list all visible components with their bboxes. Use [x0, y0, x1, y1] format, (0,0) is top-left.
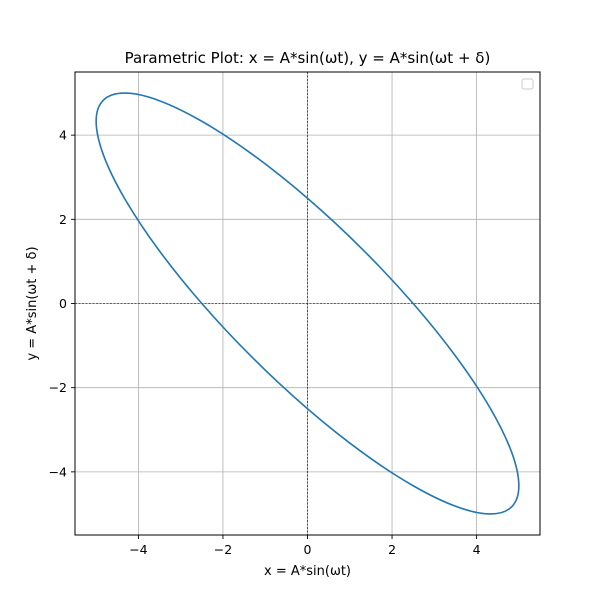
reference-lines: [75, 72, 540, 535]
ticks: −4 −2 0 2 4 −4 −2 0 2 4: [49, 128, 481, 557]
y-axis-label: y = A*sin(ωt + δ): [25, 246, 40, 360]
y-tick-label: −2: [49, 380, 67, 395]
x-tick-label: 2: [388, 542, 396, 557]
y-tick-label: 2: [59, 212, 67, 227]
y-tick-label: 0: [59, 296, 67, 311]
series-layer: [95, 92, 520, 515]
x-tick-label: −2: [214, 542, 232, 557]
series-line: [95, 92, 520, 515]
x-tick-label: 4: [473, 542, 481, 557]
y-tick-label: 4: [59, 128, 67, 143]
x-axis-label: x = A*sin(ωt): [264, 564, 351, 579]
chart-title: Parametric Plot: x = A*sin(ωt), y = A*si…: [125, 49, 491, 67]
y-tick-label: −4: [49, 464, 67, 479]
legend-box: [521, 78, 534, 90]
x-tick-label: −4: [129, 542, 147, 557]
x-tick-label: 0: [304, 542, 312, 557]
